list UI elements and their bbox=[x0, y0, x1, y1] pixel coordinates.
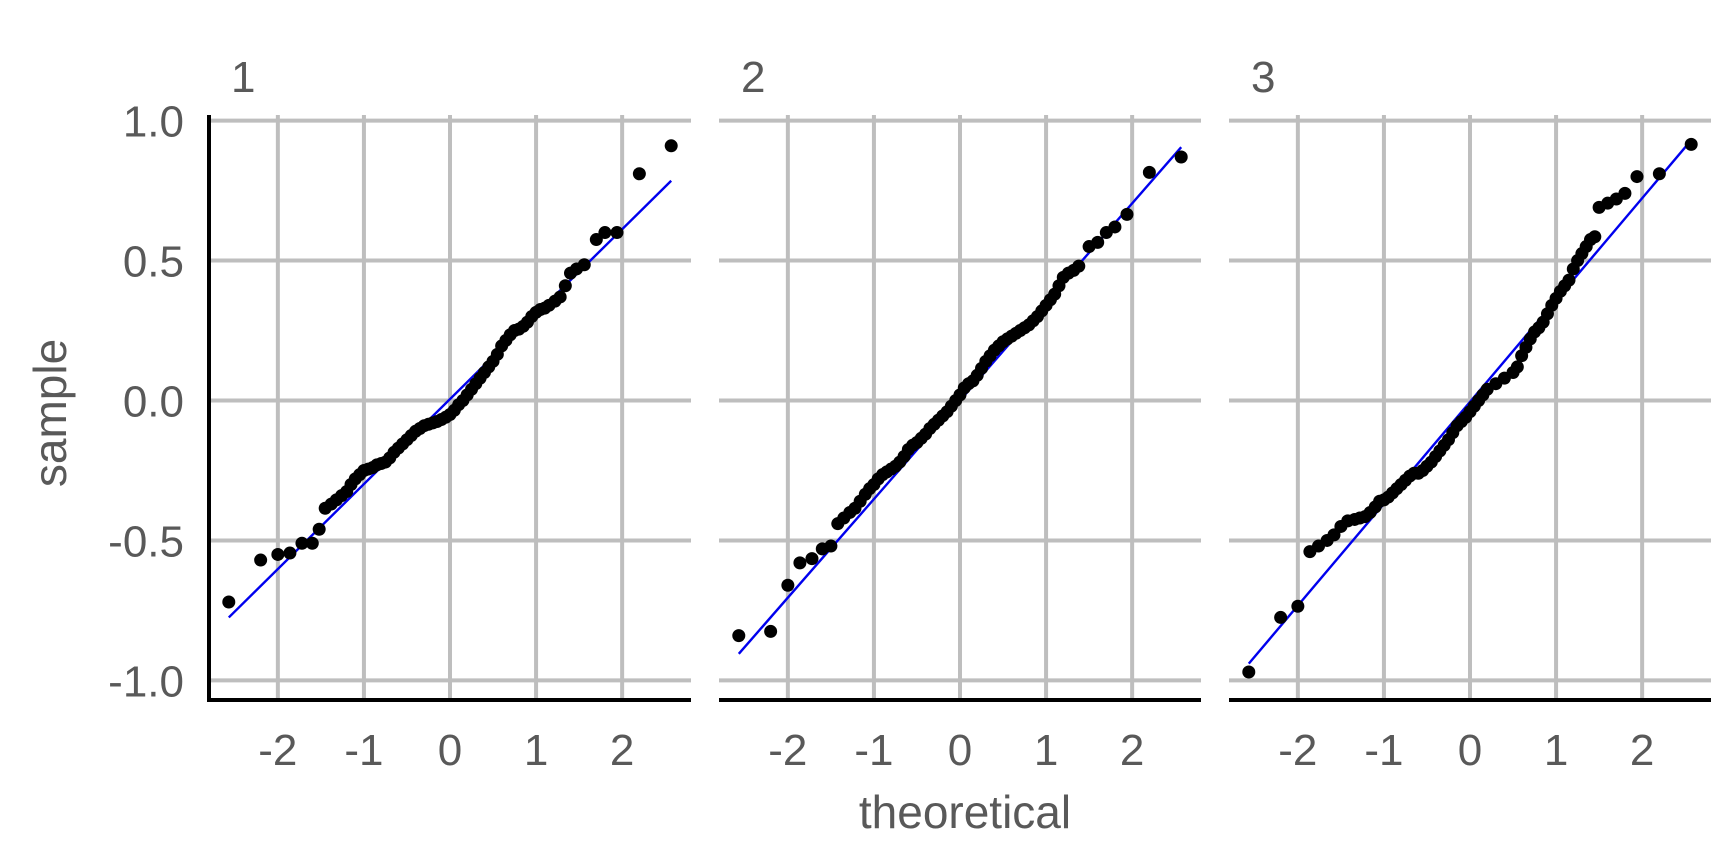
x-axis-title: theoretical bbox=[859, 786, 1071, 838]
y-axis-title: sample bbox=[24, 339, 76, 487]
data-point bbox=[1618, 186, 1632, 200]
panel-strip-label: 2 bbox=[741, 53, 765, 102]
x-tick-label: 1 bbox=[1544, 726, 1568, 775]
data-point bbox=[1274, 610, 1288, 624]
data-point bbox=[271, 547, 285, 561]
data-point bbox=[1652, 167, 1666, 181]
y-axis: -1.0 -0.5 0.0 0.5 1.0 bbox=[108, 98, 211, 706]
data-point bbox=[312, 522, 326, 536]
data-point bbox=[1684, 137, 1698, 151]
x-tick-label: 1 bbox=[1034, 726, 1058, 775]
data-point bbox=[1291, 599, 1305, 613]
data-point bbox=[764, 624, 778, 638]
data-point bbox=[1091, 235, 1105, 249]
data-point bbox=[1588, 230, 1602, 244]
panel-2: -2 -1 0 1 2 2 bbox=[719, 53, 1201, 775]
data-point bbox=[1142, 165, 1156, 179]
x-tick-label: 2 bbox=[1120, 726, 1144, 775]
x-tick-label: 0 bbox=[948, 726, 972, 775]
x-tick-label: -1 bbox=[854, 726, 893, 775]
y-tick-label: 0.5 bbox=[123, 238, 184, 287]
data-point bbox=[664, 139, 678, 153]
y-tick-label: 1.0 bbox=[123, 98, 184, 147]
x-tick-label: 1 bbox=[524, 726, 548, 775]
x-tick-label: 0 bbox=[1458, 726, 1482, 775]
data-point bbox=[577, 258, 591, 272]
data-point bbox=[824, 539, 838, 553]
panels-layer: -2 -1 0 1 2 1 -2 -1 0 1 2 2 -2 -1 0 1 2 3 bbox=[209, 53, 1711, 775]
x-tick-label: -2 bbox=[1278, 726, 1317, 775]
data-point bbox=[295, 536, 309, 550]
data-point bbox=[1174, 150, 1188, 164]
data-point bbox=[1630, 170, 1644, 184]
x-tick-label: -1 bbox=[1364, 726, 1403, 775]
data-point bbox=[805, 552, 819, 566]
data-point bbox=[254, 553, 268, 567]
panel-1: -2 -1 0 1 2 1 bbox=[209, 53, 691, 775]
x-tick-label: 2 bbox=[610, 726, 634, 775]
panel-strip-label: 3 bbox=[1251, 53, 1275, 102]
y-tick-label: -0.5 bbox=[108, 517, 184, 566]
data-point bbox=[1510, 360, 1524, 374]
data-point bbox=[558, 279, 572, 293]
data-point bbox=[793, 556, 807, 570]
x-tick-label: 2 bbox=[1630, 726, 1654, 775]
data-point bbox=[222, 595, 236, 609]
data-point bbox=[305, 536, 319, 550]
panel-strip-label: 1 bbox=[231, 53, 255, 102]
data-point bbox=[781, 578, 795, 592]
y-tick-label: -1.0 bbox=[108, 657, 184, 706]
x-tick-label: -1 bbox=[344, 726, 383, 775]
x-tick-label: -2 bbox=[258, 726, 297, 775]
y-tick-label: 0.0 bbox=[123, 378, 184, 427]
data-point bbox=[632, 167, 646, 181]
data-point bbox=[1120, 207, 1134, 221]
data-point bbox=[283, 546, 297, 560]
data-point bbox=[610, 226, 624, 240]
data-point bbox=[1072, 259, 1086, 273]
data-point bbox=[1108, 220, 1122, 234]
data-point bbox=[598, 226, 612, 240]
data-point bbox=[732, 629, 746, 643]
x-tick-label: 0 bbox=[438, 726, 462, 775]
panel-3: -2 -1 0 1 2 3 bbox=[1229, 53, 1711, 775]
data-point bbox=[1242, 665, 1256, 679]
data-point bbox=[589, 233, 603, 247]
x-tick-label: -2 bbox=[768, 726, 807, 775]
data-point bbox=[1562, 273, 1576, 287]
data-point bbox=[553, 290, 567, 304]
